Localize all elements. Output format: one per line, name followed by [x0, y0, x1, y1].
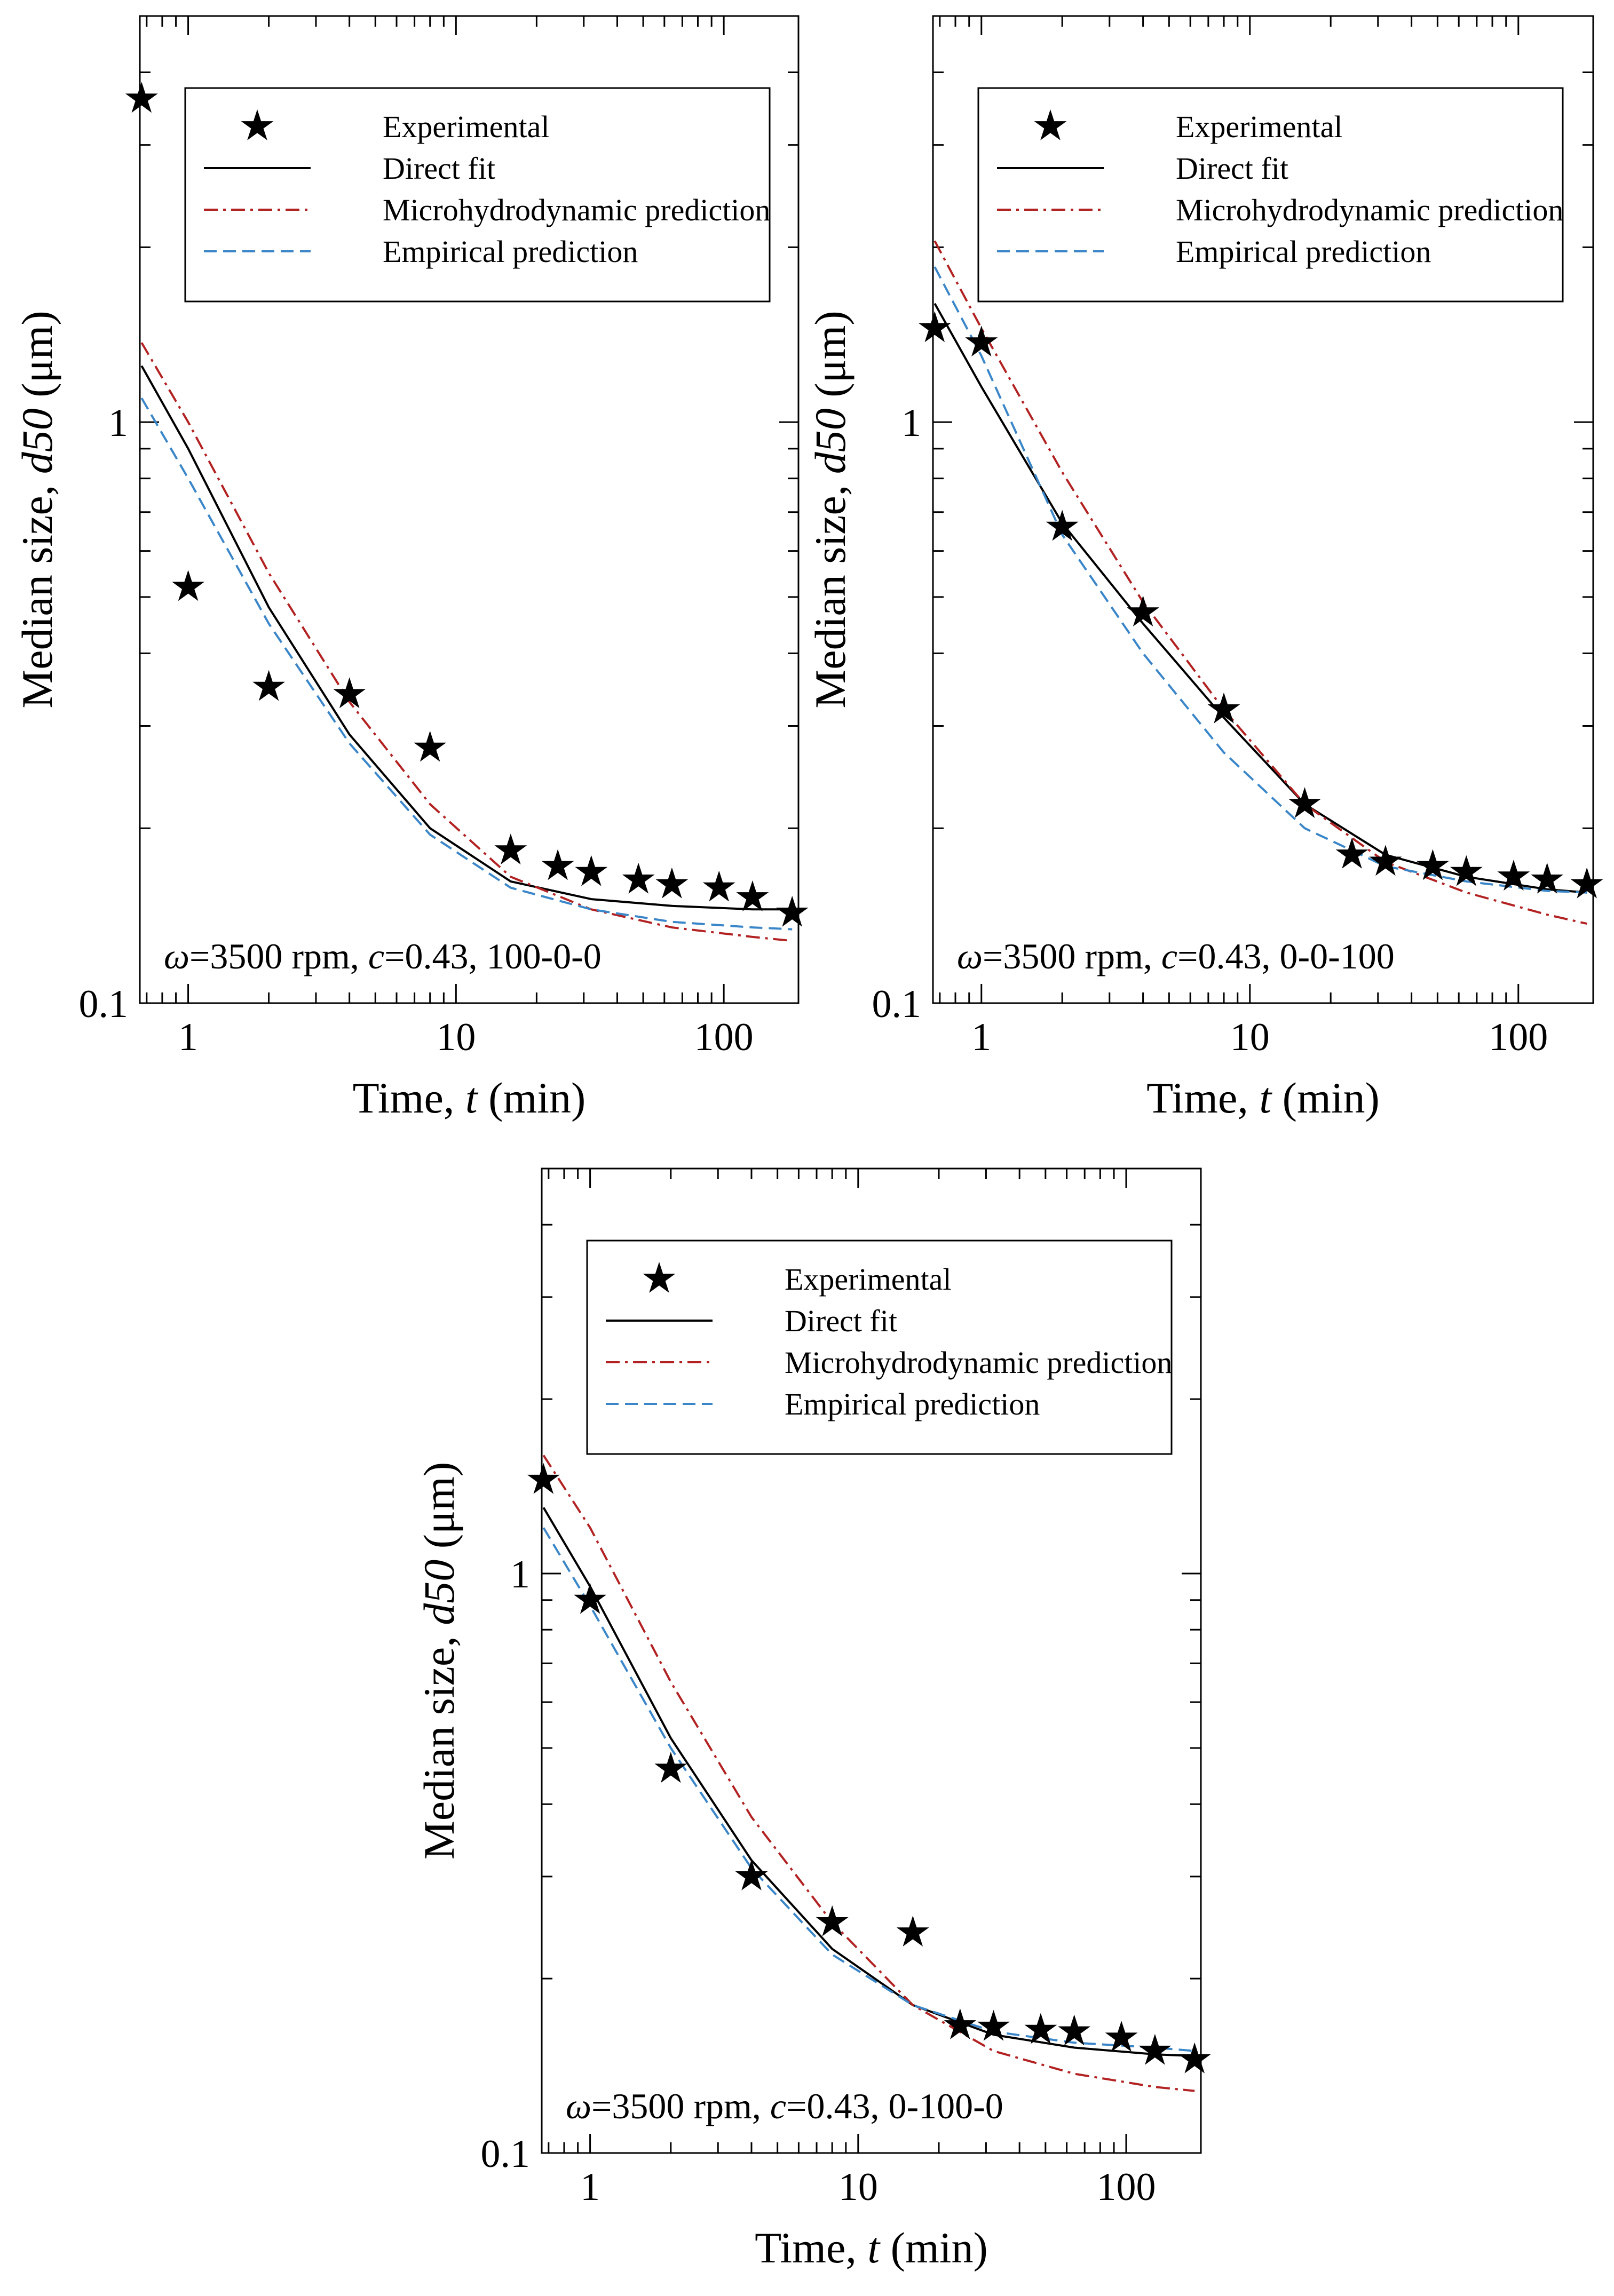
legend-label-experimental: Experimental [785, 1262, 951, 1297]
legend-label-direct-fit: Direct fit [785, 1304, 897, 1338]
y-tick-label: 1 [108, 401, 128, 445]
x-tick-label: 1 [178, 1015, 198, 1059]
y-axis-title: Median size, d50 (μm) [806, 311, 855, 708]
y-tick-label: 1 [901, 401, 921, 445]
y-axis-title: Median size, d50 (μm) [13, 311, 61, 708]
legend: Experimental Direct fit Microhydrodynamic … [586, 1240, 1173, 1455]
series-line-microhydrodynamic-prediction [542, 1455, 1195, 2092]
x-tick-label: 10 [838, 2165, 878, 2209]
y-tick-label: 0.1 [872, 982, 922, 1026]
plot-frame [932, 15, 1594, 1004]
legend-label-empirical: Empirical prediction [383, 234, 638, 269]
x-axis-ticks [939, 16, 1520, 1003]
series-line-direct-fit [140, 365, 793, 911]
condition-annotation: ω=3500 rpm, c=0.43, 0-0-100 [957, 936, 1395, 976]
condition-annotation: ω=3500 rpm, c=0.43, 0-100-0 [566, 2086, 1003, 2126]
legend-box [586, 1240, 1173, 1455]
legend-label-empirical: Empirical prediction [1176, 234, 1431, 269]
x-tick-label: 1 [971, 1015, 991, 1059]
y-axis-title: Median size, d50 (μm) [415, 1462, 463, 1860]
y-tick-label: 1 [510, 1553, 530, 1596]
x-tick-label: 10 [1230, 1015, 1270, 1059]
legend-label-empirical: Empirical prediction [785, 1387, 1040, 1421]
plot-frame [541, 1167, 1202, 2154]
x-tick-label: 100 [1489, 1015, 1548, 1059]
chart-panel-top-right: 1 10 100 0.1 1 Time, t (min) Median size, d50 … [806, 15, 1603, 1122]
x-tick-label: 10 [436, 1015, 476, 1059]
condition-annotation: ω=3500 rpm, c=0.43, 100-0-0 [164, 936, 602, 976]
legend: Experimental Direct fit Microhydrodynamic … [184, 87, 771, 303]
x-axis-ticks [548, 1169, 1127, 2153]
legend-label-micro: Microhydrodynamic prediction [1176, 193, 1563, 227]
legend-label-direct-fit: Direct fit [383, 151, 495, 186]
legend-label-direct-fit: Direct fit [1176, 151, 1288, 186]
legend: Experimental Direct fit Microhydrodynamic … [977, 87, 1564, 303]
y-axis-ticks [933, 15, 1593, 1004]
x-axis-title: Time, t (min) [353, 1074, 586, 1122]
legend-label-experimental: Experimental [1176, 109, 1342, 144]
y-tick-label: 0.1 [481, 2132, 531, 2176]
x-axis-title: Time, t (min) [1146, 1074, 1380, 1122]
plot-frame [139, 15, 800, 1004]
legend-label-micro: Microhydrodynamic prediction [383, 193, 770, 227]
series-line-microhydrodynamic-prediction [933, 240, 1587, 925]
y-tick-label: 0.1 [79, 982, 129, 1026]
legend-label-micro: Microhydrodynamic prediction [785, 1345, 1172, 1380]
x-axis-ticks [146, 16, 725, 1003]
plot-data [140, 342, 793, 942]
x-tick-label: 1 [580, 2165, 600, 2209]
legend-box [184, 87, 771, 303]
x-axis-title: Time, t (min) [755, 2223, 988, 2272]
x-tick-label: 100 [694, 1015, 754, 1059]
y-axis-ticks [542, 1167, 1201, 2154]
legend-box [977, 87, 1564, 303]
x-tick-label: 100 [1097, 2165, 1156, 2209]
series-line-microhydrodynamic-prediction [140, 342, 793, 942]
y-axis-ticks [140, 15, 798, 1004]
chart-panel-top-left: 1 10 100 0.1 1 Time, t (min) Median size, d50 … [13, 15, 809, 1122]
series-line-empirical-prediction [140, 397, 793, 931]
legend-label-experimental: Experimental [383, 109, 549, 144]
series-line-direct-fit [542, 1507, 1195, 2057]
chart-panel-bottom-center: 1 10 100 0.1 1 Time, t (min) Median size, d50 … [415, 1167, 1211, 2272]
